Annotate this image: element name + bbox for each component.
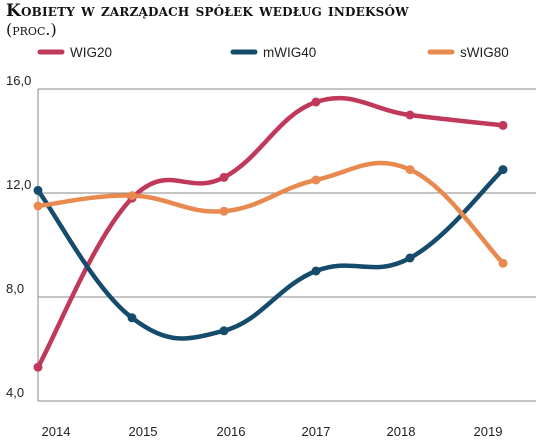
x-tick-label: 2016 — [217, 424, 246, 439]
series-line-swig80 — [35, 160, 506, 266]
y-tick-label: 12,0 — [6, 177, 31, 192]
y-tick-label: 4,0 — [6, 385, 24, 400]
y-tick-label: 16,0 — [6, 73, 31, 88]
legend: WIG20 mWIG40 sWIG80 — [37, 45, 509, 60]
grid-lines — [38, 88, 536, 402]
x-tick-label: 2014 — [42, 424, 71, 439]
legend-label: sWIG80 — [460, 45, 509, 60]
data-point — [498, 258, 508, 268]
data-point — [311, 266, 321, 276]
chart-subtitle: (proc.) — [6, 20, 57, 39]
data-point — [405, 165, 415, 175]
data-point — [405, 253, 415, 263]
series-line-mwig40 — [35, 167, 506, 341]
data-point — [311, 175, 321, 185]
x-tick-label: 2015 — [129, 424, 158, 439]
data-point — [33, 185, 43, 195]
legend-label: mWIG40 — [263, 45, 316, 60]
chart-title: Kobiety w zarządach spółek według indeks… — [6, 1, 409, 21]
data-point — [219, 172, 229, 182]
data-point — [405, 110, 415, 120]
series-line-wig20 — [35, 95, 506, 370]
x-tick-label: 2018 — [387, 424, 416, 439]
series-lines — [35, 95, 506, 370]
data-point — [33, 362, 43, 372]
legend-label: WIG20 — [70, 45, 112, 60]
axes: 4,0 8,0 12,0 16,0 2014 2015 2016 2017 2018 2019 — [6, 73, 502, 439]
data-point — [127, 191, 137, 201]
x-tick-label: 2019 — [474, 424, 503, 439]
data-point — [311, 97, 321, 107]
y-tick-label: 8,0 — [6, 281, 24, 296]
x-tick-label: 2017 — [302, 424, 331, 439]
data-point — [127, 313, 137, 323]
data-point — [33, 201, 43, 211]
data-point — [219, 326, 229, 336]
data-point — [219, 206, 229, 216]
data-point — [498, 165, 508, 175]
data-point — [498, 120, 508, 130]
data-points — [33, 97, 508, 372]
